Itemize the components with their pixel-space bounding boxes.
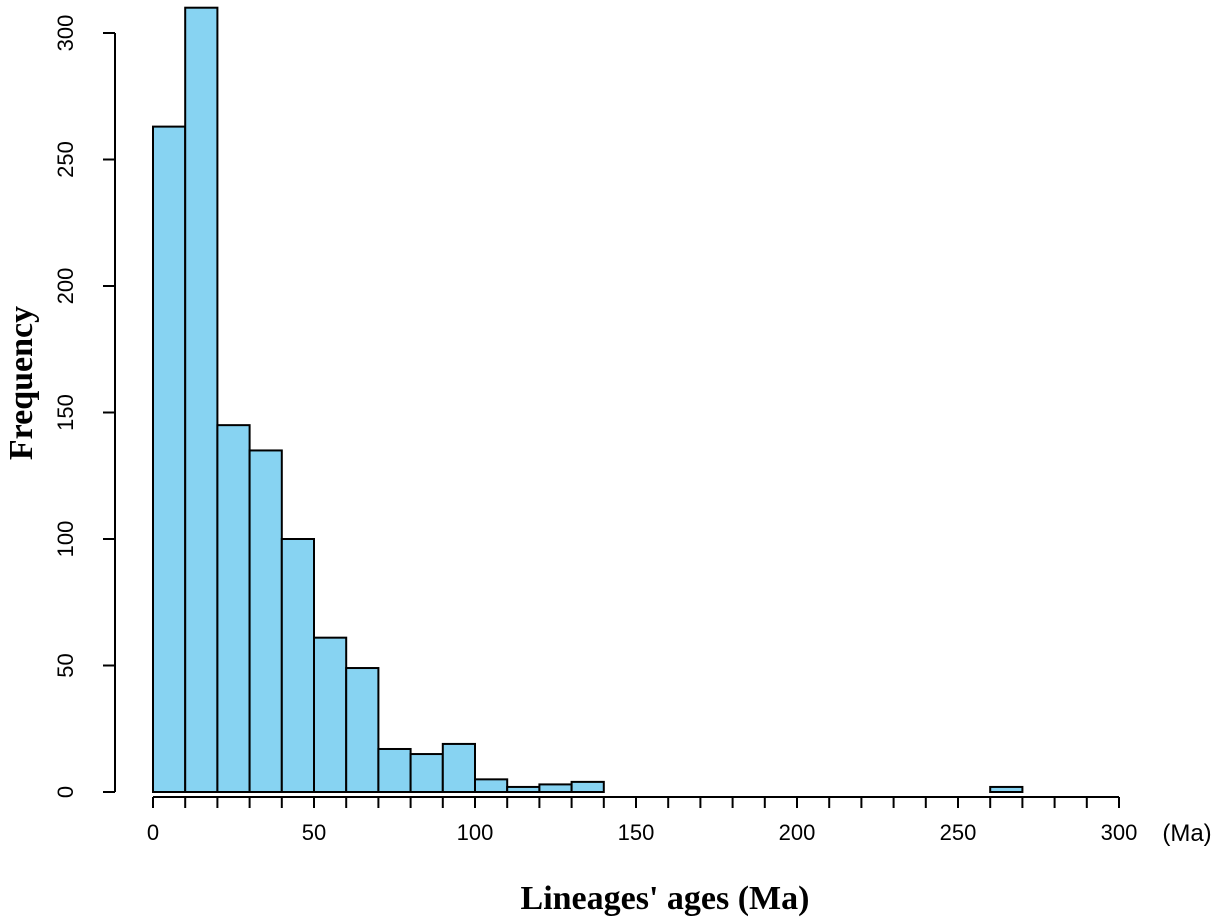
y-tick-label: 200 [53,268,78,305]
y-axis-title: Frequency [3,306,40,460]
y-tick-label: 150 [53,394,78,431]
histogram-bar [216,424,251,793]
x-tick-label: 200 [779,820,816,845]
histogram-bar [313,636,348,793]
x-tick-label: 300 [1101,820,1138,845]
histogram-bar [441,742,476,793]
x-tick-label: 150 [618,820,655,845]
x-axis-title: Lineages' ages (Ma) [521,880,810,917]
histogram-bar [184,6,219,793]
y-tick-label: 300 [53,15,78,52]
histogram-bar [280,538,315,793]
histogram-bar [409,753,444,793]
y-tick-label: 50 [53,653,78,677]
histogram-bar [538,783,573,793]
histogram-bar [570,780,605,794]
x-tick-label: 50 [302,820,326,845]
y-tick-label: 250 [53,141,78,178]
histogram-bar [989,785,1024,794]
histogram-bar [506,785,541,794]
x-axis-unit-label: (Ma) [1162,820,1211,847]
x-tick-label: 100 [457,820,494,845]
x-tick-label: 0 [147,820,159,845]
histogram-bar [152,125,187,794]
histogram-bars [152,6,1024,794]
x-axis: 0 50 100 150 200 250 300 [147,796,1138,845]
histogram-bar [377,747,412,793]
histogram-bar [248,449,283,793]
y-axis: 0 50 100 150 200 250 300 [53,15,116,798]
y-tick-label: 100 [53,521,78,558]
y-tick-label: 0 [53,786,78,798]
histogram-bar [345,667,380,794]
x-tick-label: 250 [940,820,977,845]
histogram-bar [474,778,509,793]
